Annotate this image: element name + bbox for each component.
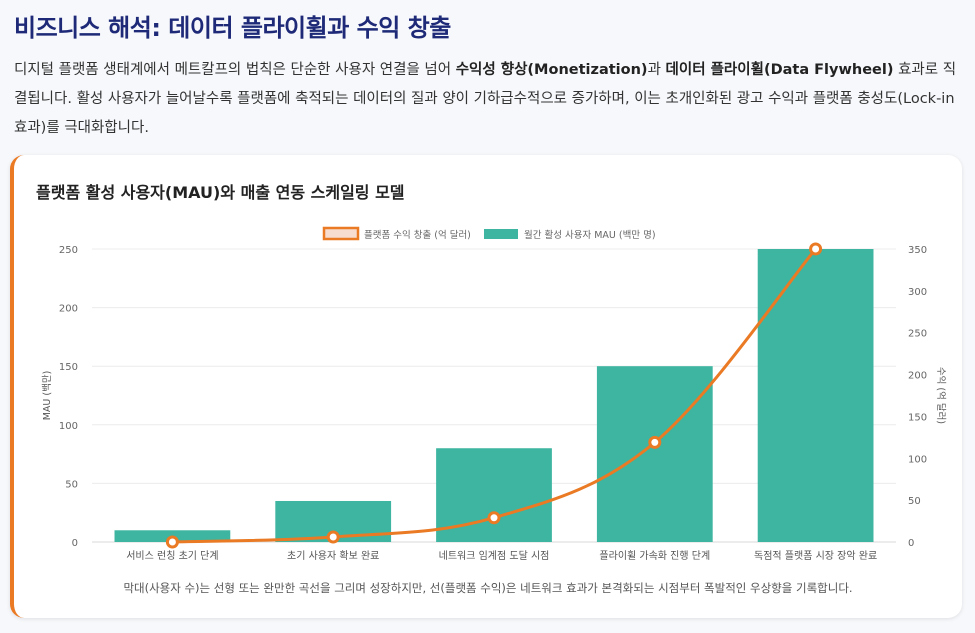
revenue-point — [165, 535, 179, 549]
y2-tick-label: 150 — [908, 412, 927, 423]
bar-mau — [596, 366, 713, 542]
revenue-line — [172, 248, 817, 544]
intro-bold-monetization: 수익성 향상(Monetization) — [455, 62, 648, 78]
revenue-point — [487, 511, 501, 525]
intro-paragraph: 디지털 플랫폼 생태계에서 메트칼프의 법칙은 단순한 사용자 연결을 넘어 수… — [14, 56, 964, 143]
legend-swatch-mau — [484, 229, 518, 239]
page-title: 비즈니스 해석: 데이터 플라이휠과 수익 창출 — [14, 14, 451, 42]
legend-label-revenue: 플랫폼 수익 창출 (억 달러) — [364, 229, 471, 241]
y2-tick-label: 100 — [908, 454, 927, 465]
x-tick-label: 네트워크 임계점 도달 시점 — [439, 549, 550, 562]
intro-text-3: 효과로 직결됩니다. 활성 사용자가 늘어날수록 플랫폼에 축적되는 데이터의 … — [14, 62, 957, 136]
legend-swatch-revenue — [322, 226, 360, 241]
bar-mau — [757, 249, 874, 542]
y2-tick-label: 0 — [908, 538, 914, 549]
y-tick-label: 50 — [65, 479, 78, 490]
revenue-point — [648, 435, 662, 449]
y-tick-label: 200 — [59, 304, 78, 315]
chart-card: 플랫폼 활성 사용자(MAU)와 매출 연동 스케일링 모델 0 50 100 150… — [10, 155, 962, 618]
y2-tick-label: 300 — [908, 287, 927, 298]
x-tick-label: 서비스 런칭 초기 단계 — [126, 550, 218, 562]
x-tick-label: 플라이휠 가속화 진행 단계 — [599, 549, 710, 562]
y-axis-label: MAU (백만) — [42, 371, 53, 421]
y2-tick-label: 200 — [908, 371, 927, 382]
y2-axis-label: 수익 (억 달러) — [935, 367, 947, 424]
x-tick-label: 독점적 플랫폼 시장 장악 완료 — [754, 550, 877, 562]
chart-svg: 0 50 100 150 200 250 0 50 100 150 200 250 300 350 MAU … — [42, 226, 947, 562]
revenue-point — [326, 530, 340, 544]
y2-tick-label: 350 — [908, 245, 927, 256]
intro-text-1: 디지털 플랫폼 생태계에서 메트칼프의 법칙은 단순한 사용자 연결을 넘어 — [14, 62, 456, 78]
y2-tick-label: 250 — [908, 329, 927, 340]
x-tick-label: 초기 사용자 확보 완료 — [287, 550, 379, 562]
chart-title: 플랫폼 활성 사용자(MAU)와 매출 연동 스케일링 모델 — [36, 183, 405, 202]
y-tick-label: 250 — [59, 245, 78, 256]
y-tick-label: 0 — [72, 538, 78, 549]
intro-bold-flywheel: 데이터 플라이휠(Data Flywheel) — [665, 62, 894, 78]
y-tick-label: 100 — [59, 421, 78, 432]
revenue-point — [809, 242, 823, 256]
chart-caption: 막대(사용자 수)는 선형 또는 완만한 곡선을 그리며 성장하지만, 선(플랫… — [123, 581, 853, 595]
intro-text-2: 과 — [647, 62, 666, 78]
y-tick-label: 150 — [59, 362, 78, 373]
y2-tick-label: 50 — [908, 496, 921, 507]
legend-label-mau: 월간 활성 사용자 MAU (백만 명) — [524, 229, 656, 241]
